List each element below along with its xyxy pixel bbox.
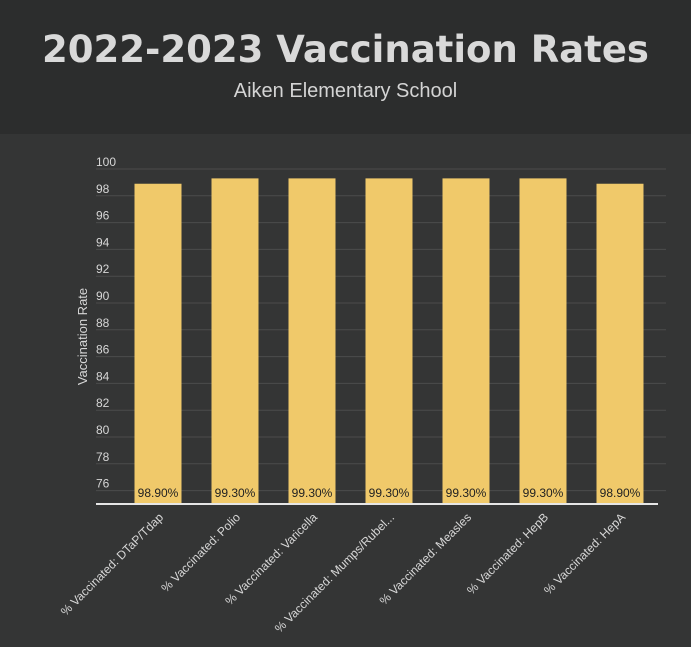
- x-tick-label: % Vaccinated: HepB: [464, 510, 551, 597]
- data-label: 99.30%: [215, 486, 256, 500]
- y-tick-label: 88: [96, 316, 110, 330]
- chart-header: 2022-2023 Vaccination Rates Aiken Elemen…: [0, 0, 691, 134]
- y-axis-ticks: 76 78 80 82 84 86 88 90 92 94 96 98 100: [96, 155, 116, 491]
- bar: [134, 183, 182, 505]
- x-tick-label: % Vaccinated: HepA: [541, 510, 628, 597]
- bar: [288, 178, 336, 504]
- data-label: 98.90%: [600, 486, 641, 500]
- chart-title: 2022-2023 Vaccination Rates: [42, 28, 649, 71]
- bar: [519, 178, 567, 504]
- data-label: 99.30%: [292, 486, 333, 500]
- y-tick-label: 92: [96, 262, 110, 276]
- y-tick-label: 98: [96, 182, 110, 196]
- data-labels: 98.90% 99.30% 99.30% 99.30% 99.30% 99.30% 98.9…: [138, 486, 641, 500]
- x-axis-ticks: % Vaccinated: DTaP/Tdap% Vaccinated: Pol…: [58, 510, 628, 636]
- bars: [134, 178, 644, 505]
- y-tick-label: 94: [96, 235, 110, 249]
- x-tick-label: % Vaccinated: Polio: [158, 510, 243, 595]
- y-tick-label: 90: [96, 289, 110, 303]
- data-label: 99.30%: [523, 486, 564, 500]
- y-tick-label: 96: [96, 209, 110, 223]
- data-label: 99.30%: [369, 486, 410, 500]
- y-tick-label: 86: [96, 343, 110, 357]
- y-tick-label: 80: [96, 423, 110, 437]
- y-tick-label: 100: [96, 155, 116, 169]
- x-tick-label: % Vaccinated: DTaP/Tdap: [58, 510, 167, 619]
- y-axis-label: Vaccination Rate: [75, 288, 90, 385]
- chart-subtitle: Aiken Elementary School: [233, 80, 458, 102]
- y-tick-label: 84: [96, 369, 110, 383]
- bar: [365, 178, 413, 504]
- y-tick-label: 78: [96, 450, 110, 464]
- y-tick-label: 76: [96, 477, 110, 491]
- bar: [442, 178, 490, 504]
- data-label: 99.30%: [446, 486, 487, 500]
- bar: [596, 183, 644, 505]
- bar: [211, 178, 259, 504]
- y-tick-label: 82: [96, 396, 110, 410]
- data-label: 98.90%: [138, 486, 179, 500]
